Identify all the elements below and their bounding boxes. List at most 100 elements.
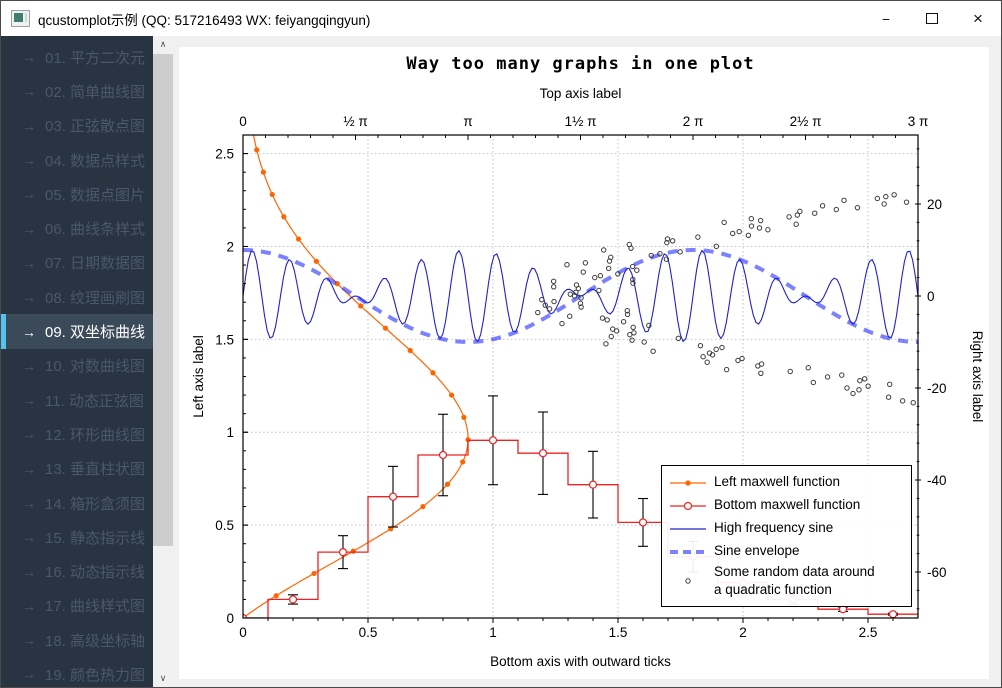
- arrow-icon: →: [22, 357, 36, 374]
- sidebar-item-label: 05. 数据点图片: [45, 186, 146, 204]
- minimize-button[interactable]: −: [863, 1, 909, 36]
- arrow-icon: →: [22, 220, 36, 237]
- plot-legend: Left maxwell function Bottom maxwell func…: [661, 465, 912, 608]
- arrow-icon: →: [22, 117, 36, 134]
- legend-item: Bottom maxwell function: [669, 494, 903, 517]
- bottom-tick-label: 1: [489, 625, 497, 640]
- sidebar-item-05[interactable]: → 05. 数据点图片: [1, 177, 153, 211]
- sidebar-item-07[interactable]: → 07. 日期数据图: [1, 246, 153, 280]
- arrow-icon: →: [22, 563, 36, 580]
- bottom-tick-label: 0: [239, 625, 247, 640]
- legend-item: Some random data around a quadratic func…: [669, 563, 903, 599]
- arrow-icon: →: [22, 49, 36, 66]
- arrow-icon: →: [22, 597, 36, 614]
- legend-swatch-icon: [685, 578, 691, 584]
- top-tick-label: π: [463, 114, 472, 129]
- left-axis-label: Left axis label: [191, 335, 206, 418]
- scroll-up-button[interactable]: ∧: [153, 36, 173, 53]
- window-title: qcustomplot示例 (QQ: 517216493 WX: feiyang…: [38, 12, 371, 28]
- scroll-down-button[interactable]: ∨: [153, 670, 173, 687]
- sidebar-item-03[interactable]: → 03. 正弦散点图: [1, 109, 153, 143]
- app-icon: [11, 10, 30, 27]
- arrow-icon: →: [22, 323, 36, 340]
- titlebar: qcustomplot示例 (QQ: 517216493 WX: feiyang…: [1, 1, 1001, 36]
- sidebar-item-label: 13. 垂直柱状图: [45, 461, 146, 479]
- left-tick-label: 2: [226, 239, 234, 254]
- top-tick-label: 1½ π: [565, 114, 597, 129]
- app-icon-glyph: [14, 13, 23, 22]
- minimize-icon: −: [881, 10, 891, 27]
- legend-swatch-icon: [670, 549, 706, 554]
- arrow-icon: →: [22, 254, 36, 271]
- chevron-down-icon: ∨: [159, 673, 167, 683]
- sidebar-item-10[interactable]: → 10. 对数曲线图: [1, 349, 153, 383]
- sidebar-item-label: 02. 简单曲线图: [45, 83, 146, 101]
- bottom-tick-label: 2.5: [859, 625, 878, 640]
- top-tick-label: 0: [239, 114, 247, 129]
- series-left-maxwell: [243, 135, 469, 618]
- right-tick-label: -20: [927, 381, 947, 396]
- left-tick-label: 2.5: [215, 147, 234, 162]
- sidebar-item-17[interactable]: → 17. 曲线样式图: [1, 589, 153, 623]
- legend-item: Sine envelope: [669, 540, 903, 563]
- sidebar-item-label: 19. 颜色热力图: [45, 666, 146, 684]
- sidebar-scrollbar: ∧ ∨: [153, 36, 173, 687]
- sidebar-item-18[interactable]: → 18. 高级坐标轴: [1, 623, 153, 657]
- sidebar-item-label: 17. 曲线样式图: [45, 598, 146, 616]
- left-tick-label: 1: [226, 425, 234, 440]
- bottom-axis-label: Bottom axis with outward ticks: [490, 654, 671, 669]
- arrow-icon: →: [22, 152, 36, 169]
- bottom-tick-label: 1.5: [609, 625, 628, 640]
- sidebar-item-label: 16. 动态指示线: [45, 564, 146, 582]
- legend-label: High frequency sine: [714, 520, 834, 536]
- arrow-icon: →: [22, 529, 36, 546]
- sidebar-item-11[interactable]: → 11. 动态正弦图: [1, 383, 153, 417]
- sidebar-item-15[interactable]: → 15. 静态指示线: [1, 520, 153, 554]
- sidebar-item-label: 14. 箱形盒须图: [45, 495, 146, 513]
- close-button[interactable]: ×: [955, 1, 1001, 36]
- selected-indicator: [1, 314, 6, 349]
- sidebar-item-04[interactable]: → 04. 数据点样式: [1, 143, 153, 177]
- sidebar-item-label: 01. 平方二次元: [45, 49, 146, 67]
- arrow-icon: →: [22, 289, 36, 306]
- legend-label: Bottom maxwell function: [714, 497, 861, 513]
- series-random-scatter: [535, 192, 916, 406]
- top-tick-label: 3 π: [908, 114, 929, 129]
- sidebar-item-16[interactable]: → 16. 动态指示线: [1, 554, 153, 588]
- maximize-button[interactable]: [909, 1, 955, 36]
- sidebar-item-label: 04. 数据点样式: [45, 152, 146, 170]
- sidebar-item-14[interactable]: → 14. 箱形盒须图: [1, 486, 153, 520]
- sidebar-item-label: 10. 对数曲线图: [45, 358, 146, 376]
- bottom-tick-label: 0.5: [359, 625, 378, 640]
- sidebar-item-label: 06. 曲线条样式: [45, 221, 146, 239]
- sidebar-item-08[interactable]: → 08. 纹理画刷图: [1, 280, 153, 314]
- arrow-icon: →: [22, 495, 36, 511]
- sidebar-item-label: 03. 正弦散点图: [45, 118, 146, 136]
- left-tick-label: 1.5: [215, 332, 234, 347]
- left-tick-label: 0: [226, 611, 234, 626]
- sidebar-item-13[interactable]: → 13. 垂直柱状图: [1, 452, 153, 486]
- legend-label: Left maxwell function: [714, 474, 841, 490]
- sidebar-item-19[interactable]: → 19. 颜色热力图: [1, 657, 153, 687]
- sidebar-item-01[interactable]: → 01. 平方二次元: [1, 40, 153, 74]
- sidebar-item-label: 18. 高级坐标轴: [45, 632, 146, 650]
- legend-label: Some random data around a quadratic func…: [714, 564, 875, 598]
- arrow-icon: →: [22, 392, 36, 409]
- legend-swatch-icon: [670, 479, 706, 486]
- sidebar-item-12[interactable]: → 12. 环形曲线图: [1, 417, 153, 451]
- arrow-icon: →: [22, 83, 36, 100]
- sidebar-item-02[interactable]: → 02. 简单曲线图: [1, 74, 153, 108]
- scrollbar-thumb[interactable]: [153, 54, 173, 546]
- sidebar-item-label: 09. 双坐标曲线: [45, 324, 146, 342]
- sidebar-item-06[interactable]: → 06. 曲线条样式: [1, 211, 153, 245]
- sidebar-item-label: 11. 动态正弦图: [45, 392, 144, 410]
- legend-item: High frequency sine: [669, 517, 903, 540]
- sidebar-item-label: 07. 日期数据图: [45, 255, 146, 273]
- top-axis-label: Top axis label: [540, 86, 622, 101]
- sidebar-item-09[interactable]: → 09. 双坐标曲线: [1, 314, 153, 349]
- top-tick-label: 2½ π: [790, 114, 822, 129]
- legend-swatch-icon: [670, 527, 706, 530]
- axis-ticks: [243, 135, 921, 623]
